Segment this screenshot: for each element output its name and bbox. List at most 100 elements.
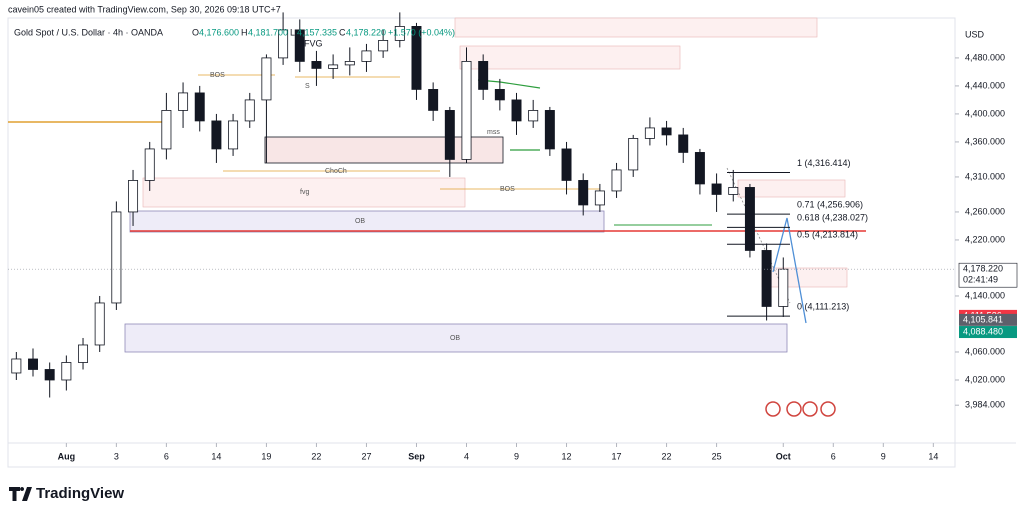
zone bbox=[124, 323, 788, 353]
candle-body bbox=[111, 211, 122, 304]
candle-body bbox=[311, 61, 322, 69]
price-label-box bbox=[959, 326, 1017, 339]
candle-body bbox=[544, 110, 555, 150]
y-tick-label: 4,020.000 bbox=[965, 374, 1005, 384]
candle-body bbox=[344, 61, 355, 66]
x-tick-label: Oct bbox=[776, 451, 791, 461]
y-tick-label: 4,060.000 bbox=[965, 346, 1005, 356]
price-label-box bbox=[959, 313, 1017, 326]
annotation: OB bbox=[355, 218, 365, 225]
x-tick-label: 17 bbox=[612, 451, 622, 461]
x-tick-label: Sep bbox=[408, 451, 425, 461]
y-tick-label: 3,984.000 bbox=[965, 400, 1005, 410]
x-tick-label: 25 bbox=[712, 451, 722, 461]
candle-body bbox=[228, 120, 239, 150]
ohlc-value: 4,176.600 bbox=[199, 27, 239, 37]
annotation: FVG bbox=[304, 38, 323, 48]
y-tick-label: 4,400.000 bbox=[965, 108, 1005, 118]
candle-body bbox=[28, 358, 38, 370]
candle-body bbox=[711, 183, 722, 195]
price-label: 4,178.220 bbox=[963, 264, 1003, 274]
candle-body bbox=[361, 50, 372, 62]
candle-body bbox=[44, 369, 55, 381]
ohlc-value: 4,181.700 bbox=[248, 27, 288, 37]
price-label: 4,105.841 bbox=[963, 314, 1003, 324]
event-icon bbox=[820, 401, 836, 417]
x-tick-label: 14 bbox=[211, 451, 221, 461]
event-icon bbox=[802, 401, 818, 417]
x-tick-label: 4 bbox=[464, 451, 469, 461]
annotation: S bbox=[305, 83, 310, 90]
candle-body bbox=[328, 64, 339, 69]
fib-label: 0.5 (4,213.814) bbox=[797, 230, 858, 240]
candle-body bbox=[761, 250, 772, 307]
candle-body bbox=[578, 180, 589, 206]
zone bbox=[129, 210, 605, 233]
y-tick-label: 4,310.000 bbox=[965, 171, 1005, 181]
candle-body bbox=[128, 180, 139, 213]
zone bbox=[142, 177, 466, 208]
logo: TradingView bbox=[9, 485, 124, 502]
candle-body bbox=[211, 120, 222, 150]
candle-body bbox=[61, 362, 72, 381]
candle-body bbox=[744, 187, 755, 251]
candle-body bbox=[461, 61, 472, 160]
candle-body bbox=[178, 92, 189, 111]
annotation: BOS bbox=[500, 186, 515, 193]
y-tick-label: 4,480.000 bbox=[965, 52, 1005, 62]
x-tick-label: 12 bbox=[562, 451, 572, 461]
ohlc-label: C bbox=[339, 27, 346, 37]
x-tick-label: 9 bbox=[881, 451, 886, 461]
candle-body bbox=[528, 110, 539, 122]
candle-body bbox=[661, 127, 672, 136]
candle-body bbox=[11, 358, 22, 374]
candle-body bbox=[611, 169, 622, 192]
candle-body bbox=[428, 89, 439, 111]
zone bbox=[459, 45, 681, 70]
x-tick-label: 6 bbox=[164, 451, 169, 461]
candle-body bbox=[378, 40, 389, 52]
x-tick-label: 27 bbox=[361, 451, 371, 461]
fib-label: 0.71 (4,256.906) bbox=[797, 199, 863, 209]
candle-body bbox=[444, 110, 455, 160]
candle-body bbox=[678, 134, 689, 153]
candle-body bbox=[511, 99, 522, 122]
x-tick-label: 22 bbox=[662, 451, 672, 461]
symbol: Gold Spot / U.S. Dollar · 4h · OANDA bbox=[14, 27, 163, 37]
ohlc-value: 4,178.220 bbox=[346, 27, 386, 37]
candle-body bbox=[778, 268, 789, 307]
x-tick-label: 22 bbox=[311, 451, 321, 461]
candle-body bbox=[161, 110, 172, 150]
y-tick-label: 4,140.000 bbox=[965, 290, 1005, 300]
event-icon bbox=[786, 401, 802, 417]
candle-body bbox=[94, 302, 105, 346]
logo-text: TradingView bbox=[36, 485, 124, 502]
icons bbox=[765, 401, 836, 417]
x-tick-label: 9 bbox=[514, 451, 519, 461]
ohlc-value: 4,157.335 bbox=[297, 27, 337, 37]
candle-body bbox=[561, 148, 572, 181]
candle-body bbox=[728, 187, 739, 195]
candle-body bbox=[494, 89, 505, 101]
fib-label: 1 (4,316.414) bbox=[797, 158, 851, 168]
zones bbox=[8, 17, 866, 353]
candle-body bbox=[628, 138, 639, 171]
annotation: BOS bbox=[210, 72, 225, 79]
candle-body bbox=[194, 92, 205, 122]
y-tick-label: 4,220.000 bbox=[965, 234, 1005, 244]
change: +1.570 (+0.04%) bbox=[388, 27, 455, 37]
y-tick-label: 4,360.000 bbox=[965, 136, 1005, 146]
annotation: fvg bbox=[300, 189, 309, 196]
x-tick-label: 14 bbox=[928, 451, 938, 461]
ohlc-label: H bbox=[241, 27, 248, 37]
candle-body bbox=[694, 152, 705, 185]
candle-body bbox=[78, 344, 89, 363]
x-tick-label: 6 bbox=[831, 451, 836, 461]
y-tick-label: 4,260.000 bbox=[965, 206, 1005, 216]
overlay: 1 (4,316.414) 0.71 (4,256.906) 0.618 (4,23… bbox=[8, 158, 955, 317]
candle-body bbox=[144, 148, 155, 181]
currency: USD bbox=[965, 29, 985, 39]
candle-body bbox=[278, 29, 289, 59]
